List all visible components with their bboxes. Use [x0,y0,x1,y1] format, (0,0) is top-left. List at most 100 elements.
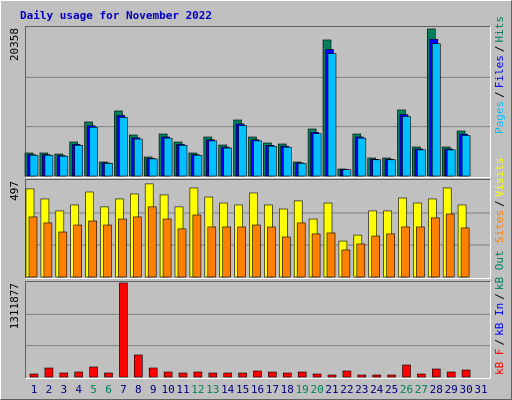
bar [223,147,232,177]
bar [402,364,411,378]
bar [327,374,337,378]
bar [73,224,82,278]
x-tick-label: 16 [251,383,264,396]
y-tick-label: 497 [8,181,21,201]
legend-entry: kB In [493,303,506,336]
bar [222,226,231,278]
bar [44,154,54,177]
legend: Sites / Visits [493,158,506,244]
x-tick-label: 18 [281,383,294,396]
x-tick-label: 27 [415,383,428,396]
x-tick-label: 14 [221,383,235,396]
bar [119,282,128,378]
bar [163,371,173,378]
bar [327,53,337,177]
x-tick-label: 17 [266,383,279,396]
y-tick-label: 1311877 [8,283,21,329]
bar [386,233,395,278]
bar [104,372,113,378]
bar [460,227,470,278]
bar [59,372,69,378]
bar [371,235,381,278]
bar [297,371,307,378]
x-tick-label: 3 [60,383,67,396]
bar [312,133,322,177]
bar [118,218,127,278]
bar [148,367,158,378]
bar [268,371,277,378]
bar [119,117,128,177]
legend-separator: / [493,339,506,346]
bar [402,116,411,177]
bar [29,154,39,177]
legend-entry: Visits [493,158,506,198]
x-tick-label: 23 [355,383,368,396]
bar [237,226,246,278]
bar [445,213,455,278]
bar [134,354,143,378]
bar [356,243,366,278]
bar [253,140,262,177]
x-tick-label: 6 [105,383,112,396]
bar [74,371,83,378]
legend-separator: / [493,293,506,300]
legend-entry: Sites [493,210,506,243]
bar [461,369,471,378]
frame [25,281,491,379]
bar [208,372,218,378]
x-tick-label: 13 [206,383,219,396]
bar [74,145,83,177]
chart-title: Daily usage for November 2022 [20,9,212,22]
bar [446,371,456,378]
bar [238,372,247,378]
x-tick-label: 31 [474,383,487,396]
legend-separator: / [493,46,506,53]
legend-separator: / [493,91,506,98]
bar [28,216,38,278]
bar [357,374,367,378]
bar [252,224,261,278]
bar [416,226,425,278]
bar [44,367,54,378]
bar [296,222,306,278]
bar [193,154,203,177]
frame [25,26,491,178]
x-tick-label: 20 [310,383,323,396]
bar [268,145,277,177]
bar [43,222,53,278]
bar [162,218,172,278]
plot-area [25,281,491,378]
legend-entry: kB F [493,349,506,376]
x-tick-label: 4 [75,383,82,396]
bar [267,226,276,278]
legend-separator: / [493,200,506,207]
bar [342,169,352,177]
bar [103,224,112,278]
bar [208,140,218,177]
bar [341,249,351,278]
legend-entry: Pages [493,101,506,134]
bar [238,125,247,177]
x-tick-label: 25 [385,383,398,396]
bar [326,232,336,278]
bar [401,226,410,278]
bar [178,372,188,378]
x-tick-label: 28 [430,383,443,396]
legend: kB F / kB In / kB Out [493,250,506,375]
x-tick-label: 5 [90,383,97,396]
x-tick-label: 2 [46,383,53,396]
x-tick-label: 7 [120,383,127,396]
bar [58,231,68,278]
bar [282,372,292,378]
bar [297,163,307,177]
x-tick-label: 9 [150,383,157,396]
bar [311,233,321,278]
legend-entry: kB Out [493,250,506,290]
x-tick-label: 24 [370,383,384,396]
x-tick-label: 26 [400,383,413,396]
bar [59,155,69,177]
bar [163,137,173,177]
bar [461,135,471,177]
